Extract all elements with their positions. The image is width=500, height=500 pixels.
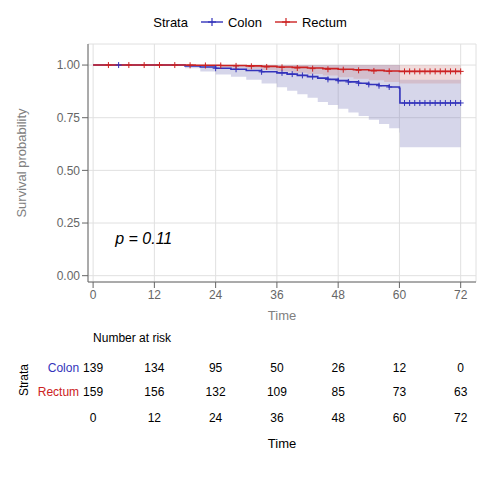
svg-text:50: 50 <box>270 361 284 375</box>
svg-text:Time: Time <box>268 308 296 323</box>
svg-text:Survival probability: Survival probability <box>14 108 29 218</box>
svg-text:Colon: Colon <box>48 361 79 375</box>
svg-text:0.25: 0.25 <box>57 216 81 230</box>
svg-text:0.00: 0.00 <box>57 269 81 283</box>
svg-text:Number at risk: Number at risk <box>93 331 172 345</box>
svg-text:134: 134 <box>144 361 164 375</box>
svg-text:73: 73 <box>393 385 407 399</box>
html-text:Rectum: Rectum <box>301 14 347 30</box>
svg-text:72: 72 <box>454 288 468 302</box>
svg-text:60: 60 <box>393 411 407 425</box>
svg-text:26: 26 <box>331 361 345 375</box>
svg-text:36: 36 <box>270 411 284 425</box>
svg-text:0: 0 <box>457 361 464 375</box>
svg-text:63: 63 <box>454 385 468 399</box>
svg-text:24: 24 <box>209 411 223 425</box>
svg-text:60: 60 <box>393 288 407 302</box>
svg-text:0: 0 <box>90 288 97 302</box>
svg-text:132: 132 <box>206 385 226 399</box>
svg-text:85: 85 <box>331 385 345 399</box>
html-text:p = 0.11: p = 0.11 <box>115 230 173 248</box>
svg-text:109: 109 <box>267 385 287 399</box>
svg-text:139: 139 <box>83 361 103 375</box>
svg-text:72: 72 <box>454 411 468 425</box>
svg-text:Strata: Strata <box>17 364 31 396</box>
svg-text:24: 24 <box>209 288 223 302</box>
svg-text:12: 12 <box>148 288 162 302</box>
svg-text:Rectum: Rectum <box>38 385 79 399</box>
svg-text:0.75: 0.75 <box>57 111 81 125</box>
svg-text:95: 95 <box>209 361 223 375</box>
svg-text:12: 12 <box>393 361 407 375</box>
svg-text:36: 36 <box>270 288 284 302</box>
html-text:Colon: Colon <box>228 14 262 30</box>
svg-text:Time: Time <box>268 436 296 451</box>
svg-text:48: 48 <box>331 411 345 425</box>
svg-text:48: 48 <box>331 288 345 302</box>
svg-text:0: 0 <box>90 411 97 425</box>
svg-text:1.00: 1.00 <box>57 58 81 72</box>
html-text:Strata: Strata <box>153 14 188 30</box>
svg-text:156: 156 <box>144 385 164 399</box>
svg-text:12: 12 <box>148 411 162 425</box>
svg-text:159: 159 <box>83 385 103 399</box>
svg-text:0.50: 0.50 <box>57 164 81 178</box>
